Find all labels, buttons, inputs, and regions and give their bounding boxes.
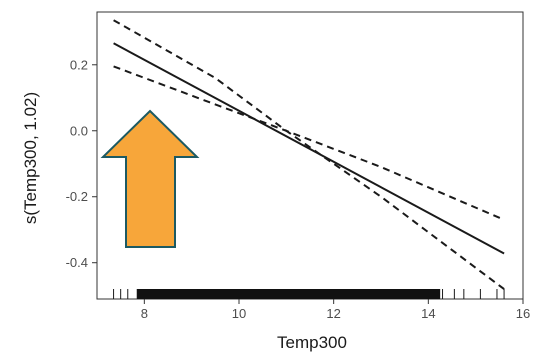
ticks-layer: 8 10 12 14 16 0.2 0.0 -0.2 -0.4 — [66, 57, 531, 321]
x-axis-title: Temp300 — [277, 333, 347, 352]
up-arrow-annotation — [100, 109, 200, 248]
x-tick-label: 12 — [326, 306, 340, 321]
confidence-band-line — [113, 65, 505, 221]
y-axis-title: s(Temp300, 1.02) — [21, 92, 40, 224]
x-tick-label: 14 — [421, 306, 435, 321]
y-tick-label: 0.0 — [70, 123, 88, 138]
y-tick-label: 0.2 — [70, 57, 88, 72]
x-tick-label: 16 — [516, 306, 530, 321]
x-tick-label: 8 — [141, 306, 148, 321]
x-tick-label: 10 — [232, 306, 246, 321]
y-tick-label: -0.2 — [66, 189, 88, 204]
y-tick-label: -0.4 — [66, 255, 88, 270]
rug-layer — [113, 289, 505, 299]
series-layer — [113, 19, 505, 290]
rug-dense-band — [137, 289, 441, 299]
smooth-estimate-line — [113, 42, 505, 255]
